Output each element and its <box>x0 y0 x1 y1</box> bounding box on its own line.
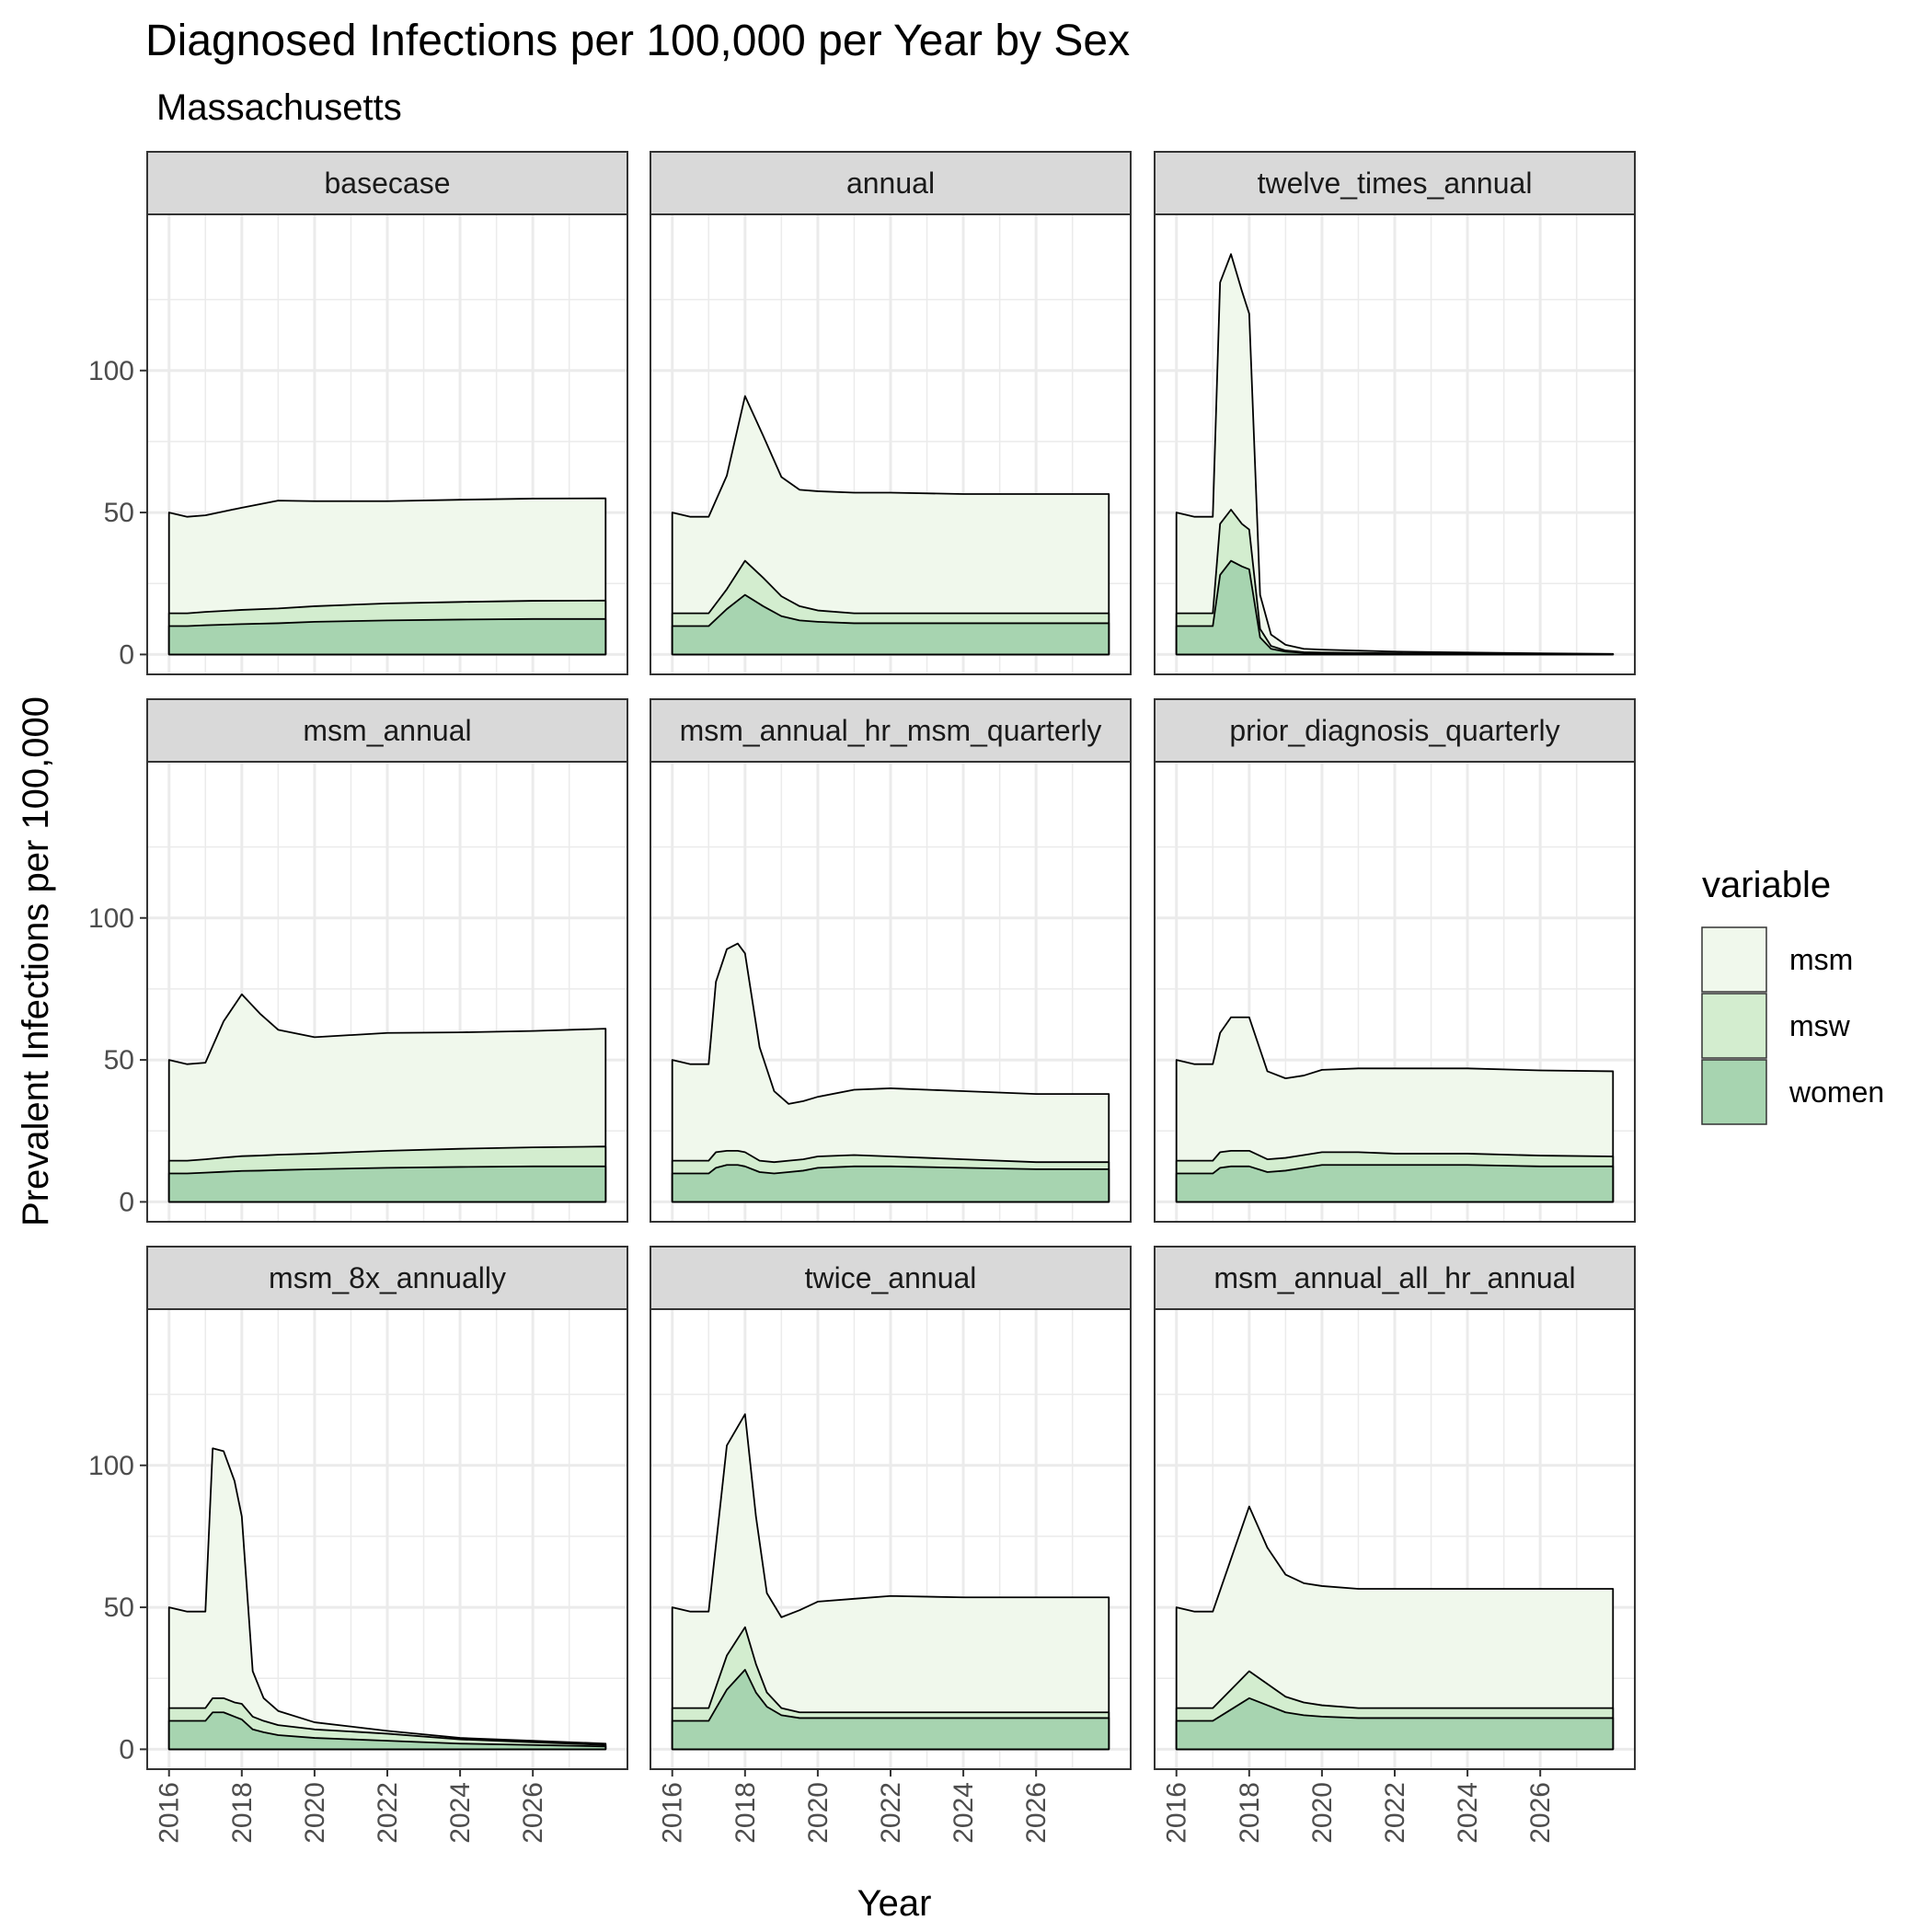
facet-strip <box>650 151 1132 215</box>
x-tick-label: 2018 <box>227 1782 258 1844</box>
legend-title: variable <box>1702 865 1831 905</box>
x-tick-label: 2020 <box>1307 1782 1338 1844</box>
y-axis-title: Prevalent Infections per 100,000 <box>16 696 56 1226</box>
legend: variable msm msw women <box>1701 865 1884 1125</box>
x-tick-label: 2016 <box>1162 1782 1192 1844</box>
x-tick-label: 2024 <box>949 1782 979 1844</box>
legend-key-msm <box>1701 926 1767 993</box>
x-tick-label: 2026 <box>1021 1782 1052 1844</box>
facet-label: prior_diagnosis_quarterly <box>1229 714 1559 747</box>
facet-panel: basecase 0 50 100 <box>88 151 628 675</box>
y-tick-label: 50 <box>104 1593 134 1623</box>
facet-strip <box>146 1246 628 1310</box>
x-tick-label: 2016 <box>155 1782 185 1844</box>
area-women <box>1175 1696 1615 1751</box>
legend-key-women <box>1701 1059 1767 1125</box>
x-tick-label: 2022 <box>373 1782 403 1844</box>
y-tick-label: 100 <box>88 903 134 934</box>
area-women <box>671 593 1110 656</box>
area-women <box>167 617 607 656</box>
area-women <box>167 1165 607 1203</box>
facet-label: twelve_times_annual <box>1258 167 1533 200</box>
x-tick-label: 2018 <box>730 1782 761 1844</box>
x-tick-label: 2016 <box>658 1782 688 1844</box>
y-tick-label: 0 <box>119 1187 134 1217</box>
facet-label: msm_annual <box>303 714 471 747</box>
facet-strip <box>146 698 628 763</box>
facet-strip <box>650 698 1132 763</box>
x-tick-label: 2024 <box>1453 1782 1483 1844</box>
x-tick-label: 2024 <box>445 1782 476 1844</box>
x-tick-label: 2020 <box>300 1782 330 1844</box>
area-women <box>671 1669 1110 1751</box>
area-women <box>1175 1164 1615 1203</box>
facet-label: twice_annual <box>805 1261 977 1294</box>
chart-subtitle: Massachusetts <box>156 87 402 128</box>
facet-panel: msm_annual 0 50 100 <box>88 698 628 1223</box>
area-msm <box>671 942 1110 1203</box>
area-msm <box>671 1413 1110 1751</box>
y-tick-label: 100 <box>88 1451 134 1481</box>
facet-label: msm_annual_hr_msm_quarterly <box>680 714 1102 747</box>
facet-panel: annual <box>650 151 1132 675</box>
area-msm <box>671 395 1110 656</box>
y-tick-label: 0 <box>119 1734 134 1765</box>
facet-label: annual <box>846 167 935 200</box>
legend-label: msw <box>1789 1009 1851 1042</box>
y-tick-label: 0 <box>119 639 134 670</box>
facet-label: basecase <box>325 167 451 200</box>
area-msm <box>1175 1505 1615 1751</box>
legend-keys: msm msw women <box>1701 926 1884 1125</box>
facet-panel: msm_annual_hr_msm_quarterly <box>650 698 1132 1223</box>
facet-strip <box>650 1246 1132 1310</box>
area-women <box>167 1711 607 1751</box>
facet-strip <box>1154 1246 1636 1310</box>
y-tick-label: 50 <box>104 1045 134 1075</box>
y-tick-label: 50 <box>104 498 134 528</box>
facet-strip <box>1154 151 1636 215</box>
x-tick-label: 2026 <box>518 1782 548 1844</box>
x-tick-label: 2018 <box>1235 1782 1265 1844</box>
x-tick-label: 2026 <box>1525 1782 1556 1844</box>
y-tick-label: 100 <box>88 356 134 386</box>
legend-label: women <box>1788 1075 1884 1109</box>
facet-panel: msm_annual_all_hr_annual 2016 2018 2020 2022… <box>1154 1246 1636 1844</box>
x-axis-title: Year <box>857 1883 932 1924</box>
facet-strip <box>1154 698 1636 763</box>
facet-panel: twelve_times_annual <box>1154 151 1636 675</box>
legend-label: msm <box>1789 943 1853 976</box>
facet-label: msm_annual_all_hr_annual <box>1213 1261 1575 1294</box>
facet-label: msm_8x_annually <box>269 1261 506 1294</box>
facet-strip <box>146 151 628 215</box>
x-tick-label: 2022 <box>876 1782 906 1844</box>
x-tick-label: 2022 <box>1380 1782 1410 1844</box>
facet-panel: msm_8x_annually 0 50 100 2016 2018 2020 2022 202… <box>88 1246 628 1844</box>
area-women <box>1175 559 1615 656</box>
area-women <box>671 1164 1110 1203</box>
facet-panels: basecase 0 50 100 annual twelve_times_annualm… <box>88 151 1636 1844</box>
facet-panel: twice_annual 2016 2018 2020 2022 2024 2026 <box>650 1246 1132 1844</box>
facet-panel: prior_diagnosis_quarterly <box>1154 698 1636 1223</box>
x-tick-label: 2020 <box>803 1782 834 1844</box>
legend-key-msw <box>1701 993 1767 1059</box>
chart-title: Diagnosed Infections per 100,000 per Yea… <box>145 17 1130 65</box>
